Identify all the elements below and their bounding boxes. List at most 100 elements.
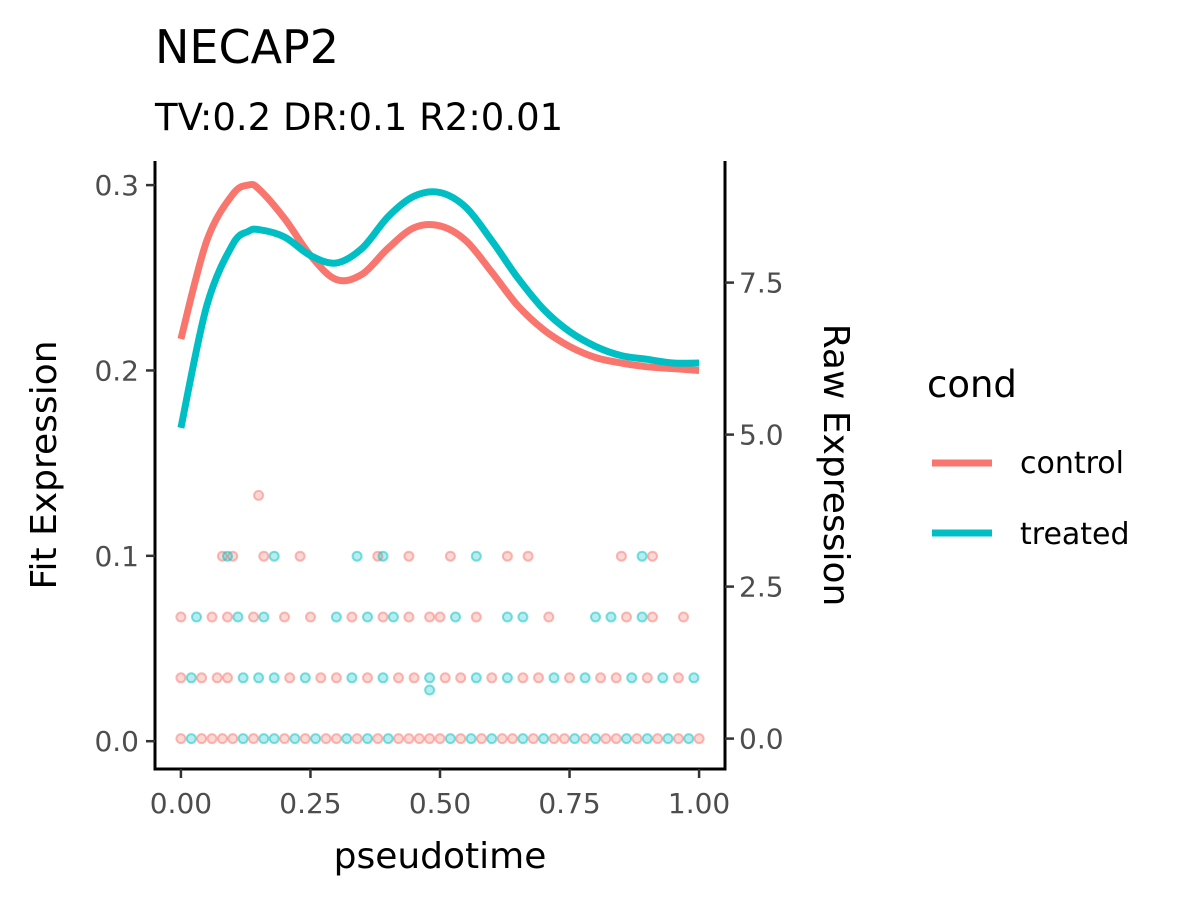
raw-point-treated — [590, 611, 601, 623]
raw-point-treated — [626, 672, 638, 684]
fit-line-control — [177, 180, 700, 374]
legend-label-treated: treated — [1020, 517, 1130, 552]
raw-point-treated — [548, 672, 560, 684]
raw-point-control — [315, 672, 327, 684]
y2-tick-label: 2.5 — [739, 571, 784, 604]
raw-point-control — [647, 550, 658, 562]
raw-point-control — [196, 672, 208, 684]
raw-point-control — [403, 550, 415, 562]
raw-point-treated — [387, 611, 399, 623]
raw-point-control — [196, 733, 208, 745]
raw-point-treated — [268, 672, 280, 684]
raw-point-control — [362, 672, 373, 684]
raw-point-control — [631, 733, 643, 745]
raw-point-treated — [237, 672, 249, 684]
raw-point-treated — [258, 611, 270, 623]
x-tick-label: 0.00 — [150, 787, 212, 820]
raw-point-control — [501, 550, 513, 562]
raw-point-treated — [253, 672, 265, 684]
raw-point-control — [543, 611, 555, 623]
raw-point-control — [211, 672, 223, 684]
raw-point-treated — [486, 733, 498, 745]
raw-point-treated — [424, 684, 436, 696]
raw-points-layer — [175, 489, 705, 745]
x-tick-label: 1.00 — [668, 787, 730, 820]
fit-lines-layer — [177, 180, 700, 429]
raw-point-treated — [268, 550, 280, 562]
raw-point-control — [175, 611, 187, 623]
raw-point-control — [227, 733, 239, 745]
raw-point-treated — [289, 733, 301, 745]
raw-point-treated — [377, 672, 389, 684]
raw-point-treated — [662, 733, 674, 745]
x-tick-label: 0.50 — [409, 787, 471, 820]
raw-point-control — [330, 672, 342, 684]
raw-point-treated — [444, 733, 456, 745]
raw-point-control — [517, 672, 529, 684]
y-axis-right-title: Raw Expression — [815, 324, 856, 607]
raw-point-treated — [268, 733, 280, 745]
raw-point-control — [294, 550, 306, 562]
raw-point-treated — [636, 550, 648, 562]
raw-point-control — [222, 611, 233, 623]
raw-point-control — [403, 611, 415, 623]
legend-label-control: control — [1020, 446, 1124, 481]
raw-point-treated — [470, 550, 482, 562]
raw-point-control — [408, 672, 420, 684]
raw-point-treated — [688, 672, 700, 684]
raw-point-treated — [258, 733, 270, 745]
raw-point-control — [486, 672, 498, 684]
raw-point-control — [299, 733, 311, 745]
raw-point-treated — [237, 733, 249, 745]
raw-point-control — [470, 611, 482, 623]
raw-point-control — [579, 733, 591, 745]
x-axis-ticks: 0.00 0.25 0.50 0.75 1.00 — [150, 769, 730, 820]
raw-point-control — [403, 733, 415, 745]
raw-point-control — [330, 733, 342, 745]
raw-point-control — [693, 733, 705, 745]
y-tick-label: 0.2 — [94, 354, 139, 387]
raw-point-control — [351, 733, 363, 745]
raw-point-control — [672, 672, 684, 684]
raw-point-control — [248, 611, 259, 623]
fit-line-treated — [177, 188, 700, 429]
raw-point-control — [279, 611, 290, 623]
raw-point-control — [548, 733, 560, 745]
raw-point-control — [595, 672, 607, 684]
raw-point-control — [641, 672, 653, 684]
x-axis-title: pseudotime — [334, 836, 547, 877]
raw-point-treated — [341, 733, 353, 745]
raw-point-treated — [362, 611, 373, 623]
raw-point-treated — [621, 733, 632, 745]
raw-point-control — [258, 550, 270, 562]
raw-point-treated — [517, 733, 529, 745]
raw-point-control — [533, 672, 544, 684]
raw-point-treated — [501, 672, 513, 684]
raw-point-control — [434, 611, 446, 623]
raw-point-control — [527, 733, 539, 745]
raw-point-control — [672, 733, 684, 745]
raw-point-control — [206, 611, 218, 623]
raw-point-control — [522, 550, 534, 562]
raw-point-control — [393, 672, 404, 684]
y2-tick-label: 0.0 — [739, 723, 784, 756]
raw-point-treated — [450, 611, 461, 623]
y2-tick-label: 7.5 — [739, 267, 784, 300]
raw-point-control — [615, 550, 627, 562]
raw-point-control — [216, 733, 228, 745]
raw-point-control — [377, 611, 389, 623]
raw-point-treated — [683, 733, 695, 745]
raw-point-control — [206, 733, 218, 745]
raw-point-control — [600, 733, 612, 745]
raw-point-treated — [362, 733, 373, 745]
raw-point-treated — [538, 733, 550, 745]
raw-point-control — [507, 733, 518, 745]
raw-point-treated — [191, 611, 202, 623]
y-axis-left-ticks: 0.0 0.1 0.2 0.3 — [94, 169, 155, 758]
raw-point-control — [434, 733, 446, 745]
y-axis-right-ticks: 0.0 2.5 5.0 7.5 — [725, 267, 784, 756]
y-axis-left-title: Fit Expression — [24, 340, 65, 589]
raw-point-control — [253, 489, 265, 501]
raw-point-control — [393, 733, 404, 745]
